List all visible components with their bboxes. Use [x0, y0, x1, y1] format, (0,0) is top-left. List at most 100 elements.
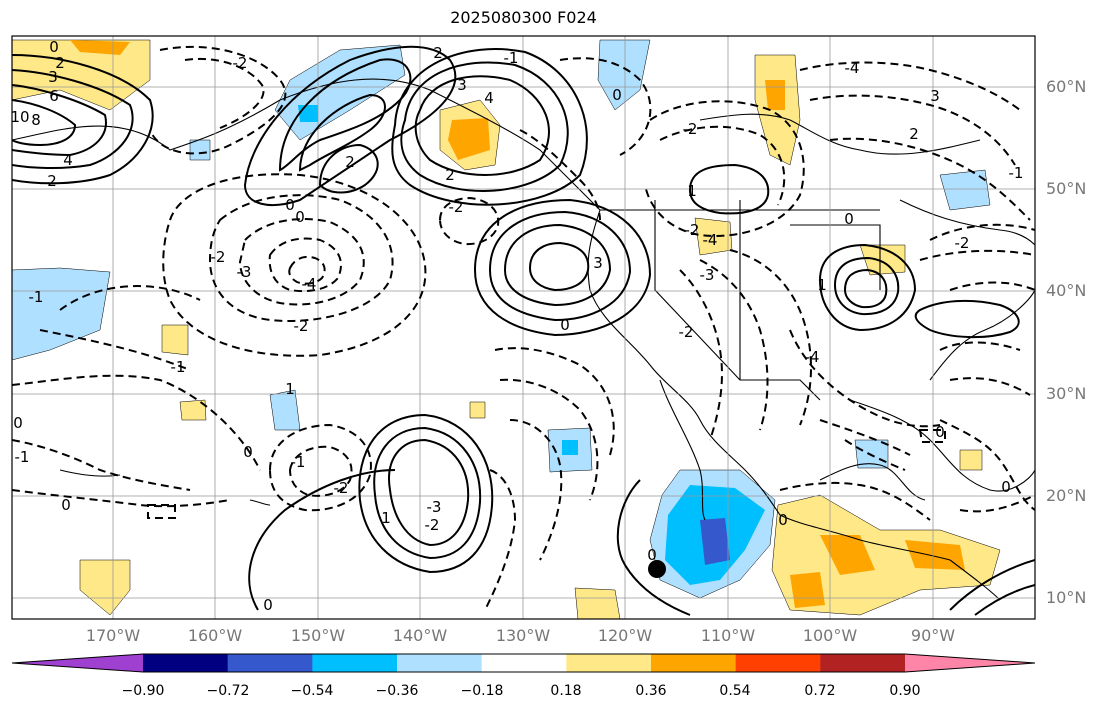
lat-label: 60°N: [1046, 77, 1087, 96]
colorbar-segment: [227, 654, 313, 672]
colorbar-extend-low: [12, 654, 143, 672]
contour-label: 1: [817, 276, 827, 294]
colorbar-segment: [143, 654, 229, 672]
contour-label: -3: [700, 266, 715, 284]
contour-label: 0: [844, 210, 854, 228]
graticule: [12, 36, 1035, 619]
contour-label: 0: [1001, 478, 1011, 496]
contour-label: 10: [10, 108, 29, 126]
contour-label: 1: [285, 380, 295, 398]
map-title: 2025080300 F024: [450, 8, 597, 27]
contour-label: -2: [294, 317, 309, 335]
contour-label: 2: [55, 54, 65, 72]
contour-label: -2: [425, 516, 440, 534]
contour-label: 0: [243, 443, 253, 461]
contour-label: 4: [63, 151, 73, 169]
contour-label: -1: [504, 49, 519, 67]
contour-label: -1: [29, 288, 44, 306]
lon-label: 100°W: [802, 626, 858, 645]
contour-label: 2: [445, 166, 455, 184]
contour-label: -2: [211, 248, 226, 266]
colorbar-tick: −0.36: [375, 683, 419, 699]
lon-label: 130°W: [495, 626, 551, 645]
lon-label: 140°W: [392, 626, 448, 645]
positive-contours: [12, 45, 1035, 616]
contour-label: -2: [685, 221, 700, 239]
lon-label: 170°W: [85, 626, 141, 645]
contour-label: 0: [285, 196, 295, 214]
contour-label: -2: [683, 120, 698, 138]
colorbar-segment: [651, 654, 737, 672]
contour-label: -2: [679, 323, 694, 341]
contour-label: 8: [31, 111, 41, 129]
contour-label: 0: [61, 496, 71, 514]
contour-label: 0: [647, 546, 657, 564]
contour-label: 0: [612, 86, 622, 104]
contour-label: 0: [560, 316, 570, 334]
lon-label: 110°W: [700, 626, 756, 645]
contour-label: 3: [930, 87, 940, 105]
contour-label: -1: [15, 448, 30, 466]
contour-label: 0: [295, 208, 305, 226]
colorbar-tick: 0.18: [550, 683, 582, 699]
contour-label: -4: [805, 348, 820, 366]
colorbar-segment: [397, 654, 483, 672]
contour-label: -3: [427, 498, 442, 516]
lat-label: 10°N: [1046, 588, 1087, 607]
contour-label: -4: [302, 275, 317, 293]
colorbar-segment: [566, 654, 652, 672]
contour-label: -3: [237, 263, 252, 281]
colorbar-tick: 0.72: [804, 683, 836, 699]
contour-label: -2: [955, 234, 970, 252]
colorbar-extend-high: [905, 654, 1035, 672]
contour-label: -2: [334, 479, 349, 497]
colorbar-segment: [481, 654, 567, 672]
negative-contours: [12, 45, 1035, 611]
colorbar-tick: 0.90: [889, 683, 921, 699]
lon-label: 120°W: [597, 626, 653, 645]
contour-label: -4: [845, 59, 860, 77]
contour-label: 2: [345, 153, 355, 171]
colorbar-segment: [735, 654, 821, 672]
map-frame: [11, 35, 1036, 620]
contour-label: -4: [703, 231, 718, 249]
contour-label: 3: [48, 68, 58, 86]
contour-label: 6: [49, 87, 59, 105]
contour-label: 1: [687, 182, 697, 200]
colorbar-tick: −0.72: [206, 683, 250, 699]
contour-label: 0: [935, 423, 945, 441]
contour-label: 0: [778, 511, 788, 529]
contour-label: 2: [909, 125, 919, 143]
contour-labels: 0 2 3 6 10 8 4 2 -2 2 3 -4 2 -1 2 3 4 2 …: [10, 38, 1024, 614]
contour-label: 0: [263, 596, 273, 614]
colorbar-segment: [312, 654, 398, 672]
contour-label: 3: [457, 76, 467, 94]
contour-label: 2: [433, 44, 443, 62]
location-marker: [648, 560, 666, 578]
contour-label: 0: [13, 414, 23, 432]
contour-label: 2: [47, 172, 57, 190]
contour-label: -2: [233, 54, 248, 72]
contour-label: -1: [171, 358, 186, 376]
colorbar-segment: [820, 654, 906, 672]
colorbar-tick: −0.18: [460, 683, 504, 699]
lat-label: 30°N: [1046, 384, 1087, 403]
lon-label: 150°W: [290, 626, 346, 645]
lat-label: 20°N: [1046, 486, 1087, 505]
colorbar-tick: 0.54: [719, 683, 751, 699]
contour-label: 0: [49, 38, 59, 56]
colorbar-tick: −0.54: [290, 683, 334, 699]
contour-label: -1: [291, 453, 306, 471]
lon-label: 160°W: [187, 626, 243, 645]
lat-label: 50°N: [1046, 179, 1087, 198]
colorbar-tick: −0.90: [121, 683, 165, 699]
lon-label: 90°W: [910, 626, 956, 645]
contour-label: 1: [381, 509, 391, 527]
contour-label: -2: [449, 198, 464, 216]
colorbar-tick: 0.36: [635, 683, 667, 699]
contour-label: 4: [484, 89, 494, 107]
contour-label: 3: [593, 254, 603, 272]
coastlines: [12, 78, 1035, 601]
contour-label: -1: [1009, 164, 1024, 182]
